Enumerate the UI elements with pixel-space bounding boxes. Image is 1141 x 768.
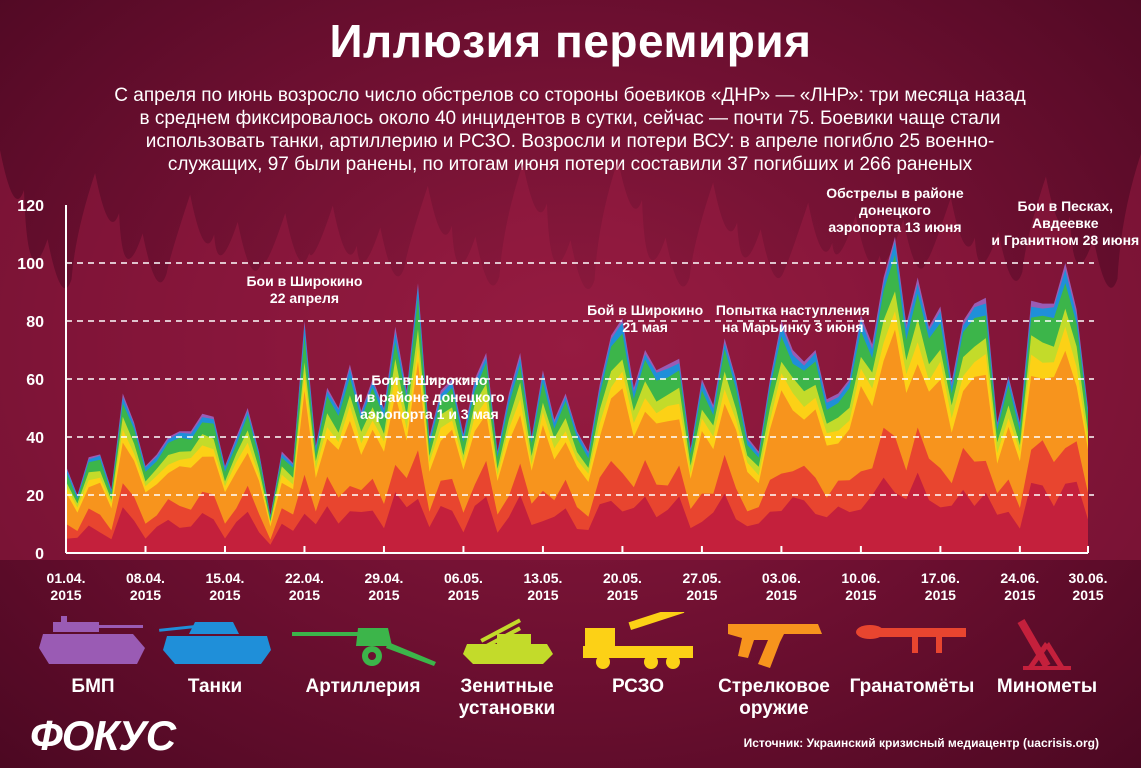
x-tick-label: 30.06. (1069, 570, 1108, 586)
x-tick-label: 20.05. (603, 570, 642, 586)
annotation-text: Обстрелы в районе (826, 185, 964, 201)
page-title: Иллюзия перемирия (329, 15, 812, 67)
rifle-icon (728, 624, 822, 668)
artillery-icon (292, 628, 436, 666)
x-tick-label: 24.06. (1000, 570, 1039, 586)
mortar-icon (1017, 618, 1071, 670)
annotation-text: аэропорта 1 и 3 мая (360, 406, 499, 422)
x-tick-label: 08.04. (126, 570, 165, 586)
annotation-text: 22 апреля (270, 290, 339, 306)
x-tick-label: 2015 (448, 587, 479, 603)
annotation-text: и Гранитном 28 июня (991, 232, 1139, 248)
legend-label: Гранатомёты (849, 676, 975, 697)
grenade-launcher-icon (856, 625, 966, 653)
annotation-text: Бои в Песках, (1018, 198, 1114, 214)
annotation-text: Бой в Широкино (587, 302, 703, 318)
legend-label: БМП (71, 676, 115, 697)
x-tick-label: 06.05. (444, 570, 483, 586)
legend-item-rszo: РСЗО (563, 612, 713, 698)
x-tick-label: 2015 (686, 587, 717, 603)
annotation-text: Бои в Широкино (371, 372, 487, 388)
x-tick-label: 2015 (1072, 587, 1103, 603)
annotation-text: донецкого (859, 202, 931, 218)
y-tick-label: 100 (17, 256, 44, 273)
x-tick-label: 17.06. (921, 570, 960, 586)
legend-item-anti-aircraft: Зенитные установки (432, 612, 582, 720)
subtitle-line: С апреля по июнь возросло число обстрело… (114, 85, 1026, 106)
subtitle-line: использовать танки, артиллерию и РСЗО. В… (145, 131, 995, 152)
legend-item-artillery: Артиллерия (288, 612, 438, 698)
x-tick-label: 2015 (607, 587, 638, 603)
rszo-icon (583, 612, 693, 669)
subtitle-line: служащих, 97 были ранены, по итогам июня… (167, 154, 973, 175)
tank-icon (159, 622, 271, 664)
x-tick-label: 2015 (527, 587, 558, 603)
y-tick-label: 60 (26, 372, 44, 389)
y-tick-label: 0 (35, 546, 44, 563)
legend-label: Артиллерия (305, 676, 421, 697)
legend-label: Зенитные установки (458, 676, 556, 719)
annotation-text: Бои в Широкино (246, 273, 362, 289)
x-tick-label: 01.04. (47, 570, 86, 586)
bmp-icon (39, 616, 145, 664)
legend-item-grenade-launcher: Гранатомёты (837, 612, 987, 698)
subtitle: С апреля по июнь возросло число обстрело… (55, 84, 1085, 176)
annotation-text: аэропорта 13 июня (828, 219, 961, 235)
y-tick-label: 20 (26, 488, 44, 505)
x-tick-label: 2015 (209, 587, 240, 603)
annotation-text: 21 мая (622, 319, 668, 335)
y-tick-label: 120 (17, 198, 44, 215)
x-tick-label: 22.04. (285, 570, 324, 586)
x-tick-label: 2015 (50, 587, 81, 603)
x-tick-label: 2015 (289, 587, 320, 603)
x-tick-label: 27.05. (682, 570, 721, 586)
x-tick-label: 15.04. (206, 570, 245, 586)
logo: ФОКУС (30, 712, 176, 759)
legend-label: Танки (187, 676, 243, 697)
legend-item-rifle: Стрелковое оружие (699, 612, 849, 720)
subtitle-line: в среднем фиксировалось около 40 инциден… (139, 108, 1001, 129)
x-tick-label: 2015 (130, 587, 161, 603)
x-tick-label: 2015 (766, 587, 797, 603)
y-tick-label: 80 (26, 314, 44, 331)
x-tick-label: 03.06. (762, 570, 801, 586)
annotation-text: и в районе донецкого (354, 389, 504, 405)
legend-label: РСЗО (611, 676, 665, 697)
x-tick-label: 13.05. (523, 570, 562, 586)
annotation-text: на Марьинку 3 июня (722, 319, 864, 335)
x-tick-label: 2015 (1004, 587, 1035, 603)
series-area-0: Минометы (66, 472, 1088, 553)
y-tick-label: 40 (26, 430, 44, 447)
x-tick-label: 2015 (368, 587, 399, 603)
legend-label: Стрелковое оружие (718, 676, 830, 719)
legend-label: Минометы (996, 676, 1098, 697)
annotation-text: Попытка наступления (716, 302, 870, 318)
x-tick-label: 2015 (925, 587, 956, 603)
anti-aircraft-icon (463, 618, 553, 664)
source-note: Источник: Украинский кризисный медиацент… (743, 736, 1099, 750)
legend-item-bmp: БМП (18, 612, 168, 698)
x-tick-label: 2015 (845, 587, 876, 603)
x-tick-label: 10.06. (841, 570, 880, 586)
legend-item-tanks: Танки (140, 612, 290, 698)
annotation-text: Авдеевке (1032, 215, 1099, 231)
legend-item-mortar: Минометы (972, 612, 1122, 698)
x-tick-label: 29.04. (364, 570, 403, 586)
chart-axes: 02040608010012001.04.201508.04.201515.04… (17, 198, 1107, 603)
